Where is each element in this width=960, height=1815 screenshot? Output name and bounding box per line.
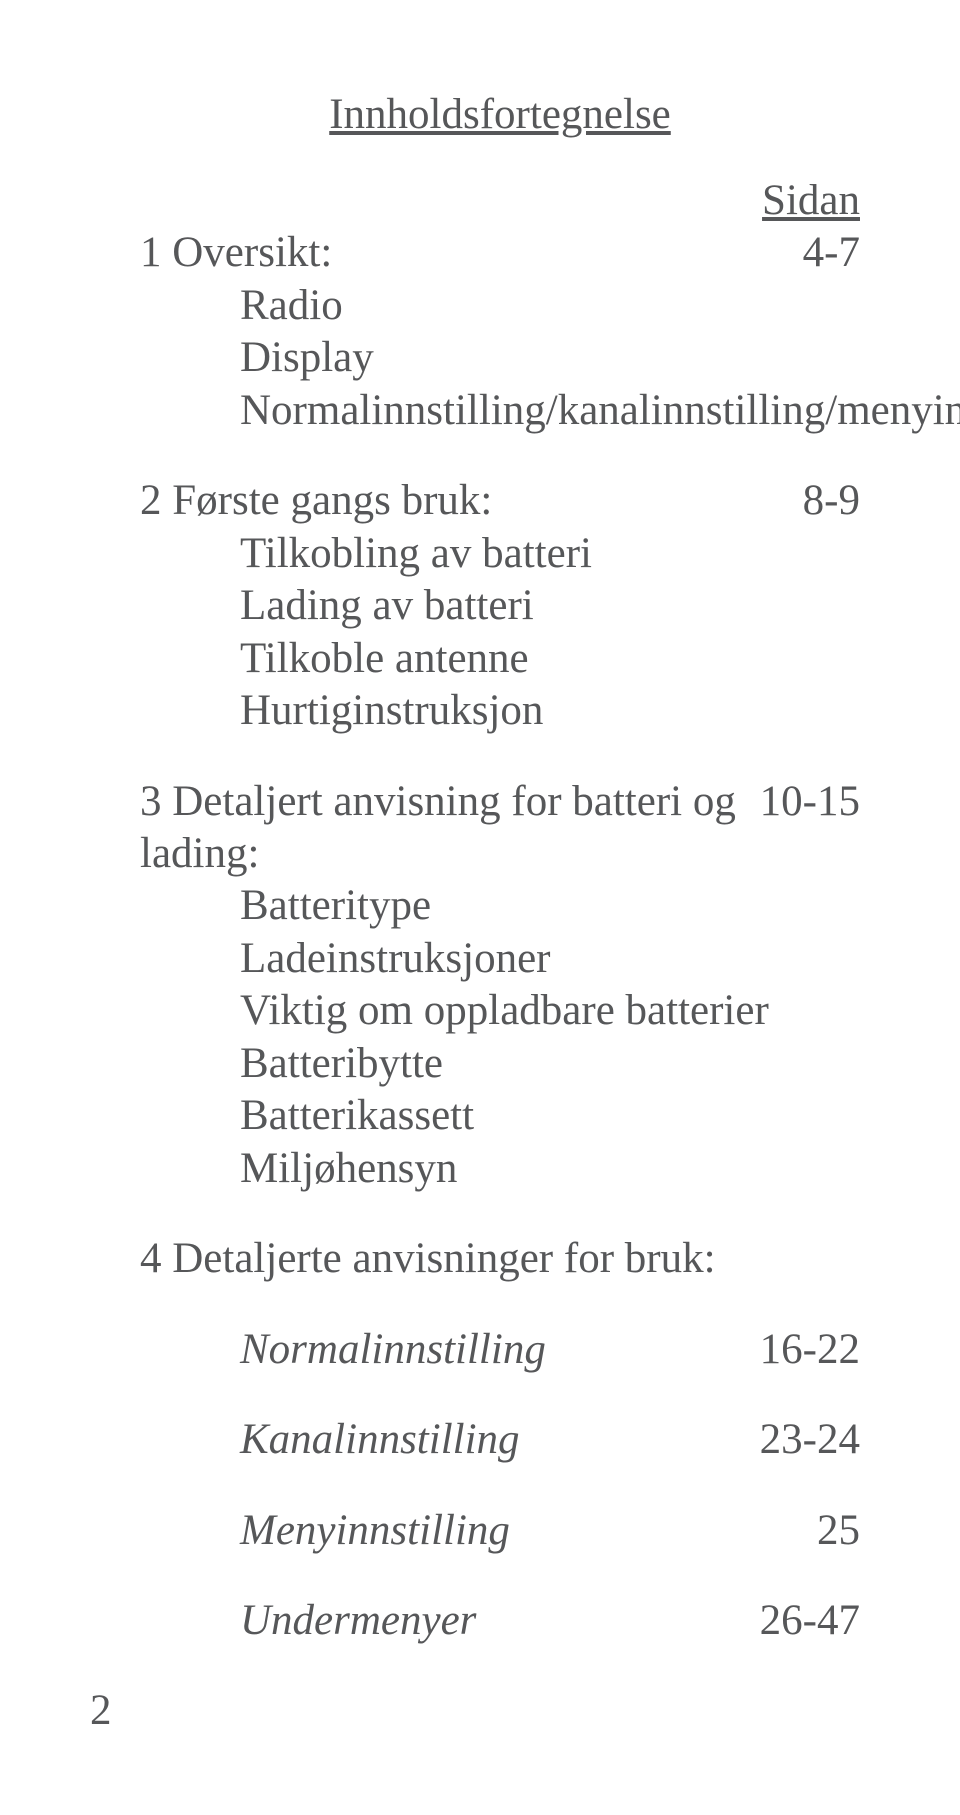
toc-subrow: Normalinnstilling 16-22 <box>240 1324 860 1376</box>
section-label: 4 Detaljerte anvisninger for bruk: <box>140 1233 716 1285</box>
section-item: Lading av batteri <box>240 580 860 632</box>
toc-section-1: Sidan 1 Oversikt: 4-7 Radio Display Norm… <box>140 175 860 437</box>
section-pages: 8-9 <box>740 475 860 527</box>
page: Innholdsfortegnelse Sidan 1 Oversikt: 4-… <box>0 0 960 1815</box>
toc-subrow: Kanalinnstilling 23-24 <box>240 1414 860 1466</box>
section-item: Tilkoble antenne <box>240 633 860 685</box>
toc-section-3: 3 Detaljert anvisning for batteri og lad… <box>140 776 860 1196</box>
section-item: Normalinnstilling/kanalinnstilling/menyi… <box>240 385 860 437</box>
section-label: 2 Første gangs bruk: <box>140 475 492 527</box>
toc-subrow: Menyinnstilling 25 <box>240 1505 860 1557</box>
page-header: Sidan <box>740 175 860 227</box>
section-item: Ladeinstruksjoner <box>240 933 860 985</box>
section-pages: 10-15 <box>740 776 860 828</box>
toc-row: 2 Første gangs bruk: 8-9 <box>140 475 860 527</box>
title-row: Innholdsfortegnelse <box>140 90 860 139</box>
section-item: Batterikassett <box>240 1090 860 1142</box>
sub-pages: 23-24 <box>740 1414 860 1466</box>
toc-row: 4 Detaljerte anvisninger for bruk: <box>140 1233 860 1285</box>
sub-pages: 25 <box>740 1505 860 1557</box>
toc-row: 3 Detaljert anvisning for batteri og lad… <box>140 776 860 881</box>
section-item: Radio <box>240 280 860 332</box>
toc-row: 1 Oversikt: 4-7 <box>140 227 860 279</box>
section-item: Batteritype <box>240 880 860 932</box>
toc-section-4-subs: Normalinnstilling 16-22 Kanalinnstilling… <box>240 1324 860 1648</box>
section-item: Hurtiginstruksjon <box>240 685 860 737</box>
sub-pages: 26-47 <box>740 1595 860 1647</box>
section-item: Viktig om oppladbare batterier <box>240 985 860 1037</box>
sub-label: Normalinnstilling <box>240 1324 546 1376</box>
section-label: 3 Detaljert anvisning for batteri og lad… <box>140 776 740 881</box>
page-title: Innholdsfortegnelse <box>329 91 671 138</box>
section-label: 1 Oversikt: <box>140 227 332 279</box>
toc-row: Sidan <box>140 175 860 227</box>
sub-label: Menyinnstilling <box>240 1505 510 1557</box>
section-item: Display <box>240 332 860 384</box>
section-item: Tilkobling av batteri <box>240 528 860 580</box>
toc-section-4: 4 Detaljerte anvisninger for bruk: <box>140 1233 860 1285</box>
section-item: Miljøhensyn <box>240 1143 860 1195</box>
toc-section-2: 2 Første gangs bruk: 8-9 Tilkobling av b… <box>140 475 860 737</box>
section-pages: 4-7 <box>740 227 860 279</box>
page-number: 2 <box>90 1686 112 1735</box>
sub-pages: 16-22 <box>740 1324 860 1376</box>
sub-label: Undermenyer <box>240 1595 476 1647</box>
sub-label: Kanalinnstilling <box>240 1414 520 1466</box>
section-item: Batteribytte <box>240 1038 860 1090</box>
toc-subrow: Undermenyer 26-47 <box>240 1595 860 1647</box>
